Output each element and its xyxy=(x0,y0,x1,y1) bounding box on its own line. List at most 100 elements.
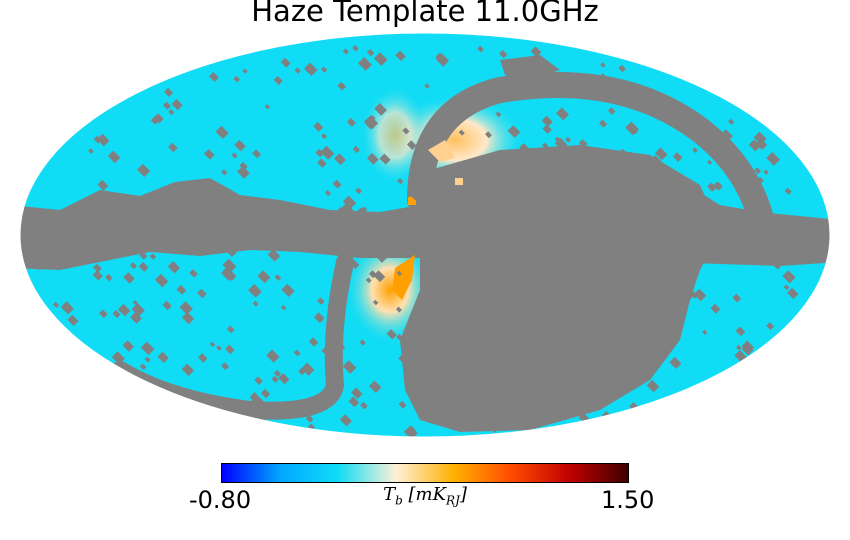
mask-speckle xyxy=(567,178,576,188)
mask-speckle xyxy=(106,228,121,243)
mask-speckle xyxy=(539,301,546,308)
mask-speckle xyxy=(524,232,535,243)
mask-speckle xyxy=(646,379,660,393)
mask-speckle xyxy=(201,180,213,191)
mask-speckle xyxy=(396,270,402,277)
mask-speckle xyxy=(528,220,539,231)
mask-speckle xyxy=(495,111,502,118)
mask-speckle xyxy=(556,107,570,121)
mask-speckle xyxy=(149,253,157,260)
mask-speckle xyxy=(720,129,733,142)
mask-speckle xyxy=(225,246,237,257)
mask-speckle xyxy=(117,303,131,317)
mask-speckle xyxy=(567,146,574,153)
mask-speckle xyxy=(260,388,271,399)
mask-speckle xyxy=(578,139,588,148)
mask-speckle xyxy=(60,301,74,315)
mask-speckle xyxy=(614,361,624,371)
mask-speckle xyxy=(111,351,125,365)
mask-speckle xyxy=(474,202,488,216)
mask-speckle xyxy=(150,116,159,125)
mask-speckle xyxy=(435,393,447,404)
mask-speckle xyxy=(557,226,569,238)
mask-speckle xyxy=(208,72,219,82)
mask-speckle xyxy=(763,169,769,175)
mask-speckle xyxy=(105,273,113,282)
mask-speckle xyxy=(298,368,305,376)
mask-speckle xyxy=(407,425,416,434)
mask-speckle xyxy=(342,48,349,55)
mask-speckle xyxy=(197,288,207,299)
mask-speckle xyxy=(109,238,124,253)
mask-speckle xyxy=(669,356,682,369)
mask-speckle xyxy=(280,304,287,311)
mask-speckle xyxy=(616,250,623,257)
mask-speckle xyxy=(693,288,707,302)
mask-speckle xyxy=(334,153,346,166)
mask-speckle xyxy=(733,178,745,190)
mask-speckle xyxy=(359,339,366,346)
mask-speckle xyxy=(350,259,360,269)
mask-speckle xyxy=(465,220,472,227)
mask-speckle xyxy=(346,117,356,127)
mask-speckle xyxy=(703,119,711,126)
mask-speckle xyxy=(654,147,668,161)
mask-speckle xyxy=(308,337,319,347)
mask-speckle xyxy=(273,76,283,86)
mask-speckle xyxy=(661,200,669,207)
mask-speckle xyxy=(676,279,690,292)
mask-speckle xyxy=(198,218,204,224)
mask-speckle xyxy=(410,191,420,201)
mask-speckle xyxy=(650,305,657,312)
mask-speckle xyxy=(584,362,597,375)
mask-speckle xyxy=(403,425,418,437)
mask-speckle xyxy=(757,210,767,220)
mask-speckle xyxy=(508,192,515,199)
mask-speckle xyxy=(455,392,467,403)
mask-speckle xyxy=(294,67,301,74)
mask-speckle xyxy=(548,70,556,79)
mask-speckle xyxy=(544,178,552,187)
mask-speckle xyxy=(321,236,336,251)
colorbar-min-label: -0.80 xyxy=(189,486,252,514)
mask-speckle xyxy=(641,93,648,99)
mask-speckle xyxy=(181,311,195,325)
mask-speckle xyxy=(397,178,404,185)
mask-speckle xyxy=(487,385,497,395)
mask-speckle xyxy=(139,363,147,371)
mask-speckle xyxy=(578,298,591,312)
mask-speckle xyxy=(366,48,375,57)
mask-speckle xyxy=(410,312,416,319)
mask-speckle xyxy=(732,293,742,303)
mask-speckle xyxy=(787,287,799,300)
mask-speckle xyxy=(258,408,270,421)
mask-speckle xyxy=(477,45,484,53)
mask-speckle xyxy=(484,131,492,139)
mask-speckle xyxy=(395,306,402,313)
mask-speckle xyxy=(131,303,145,317)
mask-speckle xyxy=(242,68,248,74)
mask-speckle xyxy=(517,334,528,344)
mask-speckle xyxy=(329,376,335,382)
mask-speckle xyxy=(700,232,709,241)
mask-speckle xyxy=(209,341,216,348)
mask-speckle xyxy=(317,158,327,168)
mask-speckle xyxy=(784,187,792,195)
mask-speckle xyxy=(690,197,704,211)
mask-speckle xyxy=(593,364,608,379)
mask-speckle xyxy=(537,195,550,208)
mask-speckle xyxy=(542,158,554,170)
mask-speckle xyxy=(652,178,664,190)
mask-speckle xyxy=(216,216,229,230)
mask-speckle xyxy=(355,207,369,220)
mask-speckle xyxy=(342,195,357,210)
mask-speckle xyxy=(637,311,649,324)
mask-speckle xyxy=(702,329,708,335)
mask-speckle xyxy=(273,370,282,378)
mask-speckle xyxy=(239,161,248,171)
mask-speckle xyxy=(603,364,611,372)
mask-speckle xyxy=(475,329,481,335)
mask-speckle xyxy=(707,182,717,192)
mask-speckle xyxy=(320,66,328,73)
mask-speckle xyxy=(608,372,618,382)
